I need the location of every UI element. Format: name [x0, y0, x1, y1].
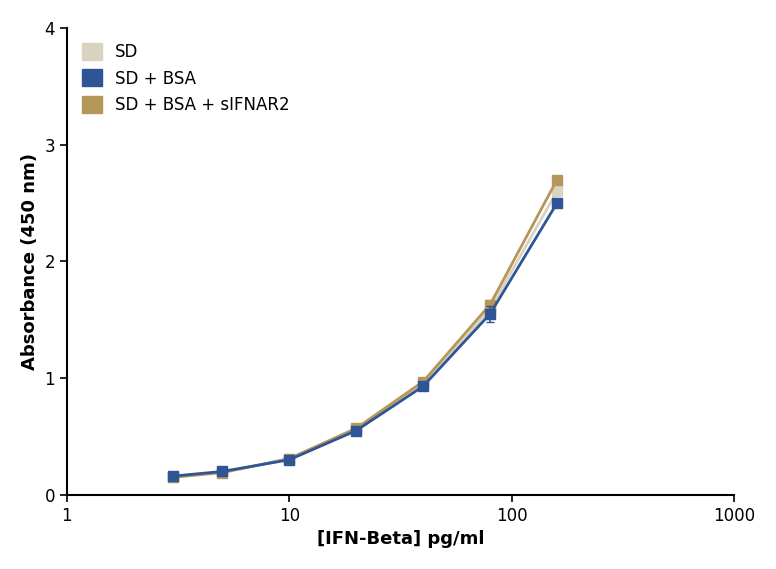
- Y-axis label: Absorbance (450 nm): Absorbance (450 nm): [21, 153, 39, 370]
- Legend: SD, SD + BSA, SD + BSA + sIFNAR2: SD, SD + BSA, SD + BSA + sIFNAR2: [75, 36, 296, 121]
- X-axis label: [IFN-Beta] pg/ml: [IFN-Beta] pg/ml: [317, 530, 484, 548]
